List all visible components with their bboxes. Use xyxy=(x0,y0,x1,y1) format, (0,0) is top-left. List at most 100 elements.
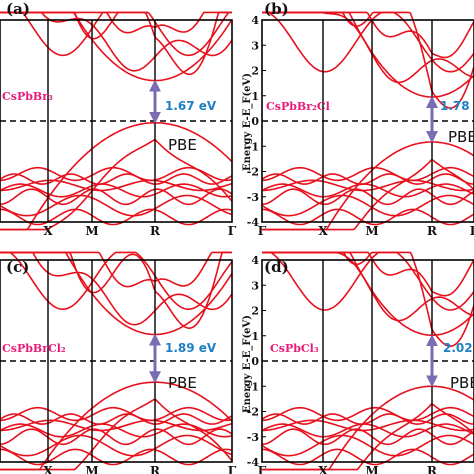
panel-a: X M R Γ (a) CsPbBr₃ 1.67 eV PBE xyxy=(0,0,237,238)
band-line xyxy=(262,251,474,297)
ytick-label: 3 xyxy=(251,279,259,292)
band-line xyxy=(262,406,474,422)
band-line xyxy=(0,428,233,446)
band-line xyxy=(0,251,232,288)
band-line xyxy=(262,251,474,347)
ytick-label: -3 xyxy=(247,431,259,444)
y-axis-label: Energy E-E_F(eV) xyxy=(242,315,253,413)
kpoint-label: R xyxy=(150,224,161,238)
band-line xyxy=(0,183,233,198)
y-axis-label: Energy E-E_F(eV) xyxy=(242,73,253,171)
band-line xyxy=(261,423,474,438)
panel-label: (d) xyxy=(264,258,289,276)
band-gap-value: 2.02 eV xyxy=(443,341,474,355)
band-line xyxy=(262,448,474,466)
panel-label: (c) xyxy=(6,258,29,276)
ytick-label: -2 xyxy=(247,166,259,179)
ytick-label: 0 xyxy=(251,355,259,368)
kpoint-label: R xyxy=(427,464,438,474)
band-line xyxy=(261,183,474,198)
band-line xyxy=(0,251,233,336)
ytick-label: 4 xyxy=(251,254,259,267)
band-line xyxy=(262,11,474,73)
band-line xyxy=(0,11,232,57)
band-line xyxy=(262,251,474,311)
band-line xyxy=(0,419,233,432)
ytick-label: -1 xyxy=(247,140,259,153)
band-line xyxy=(262,158,474,231)
panel-d: Γ X M R -4 -3 -2 -1 0 1 2 3 4 Energy E-E_F(eV) (d) CsPb… xyxy=(242,251,474,474)
ytick-label: -4 xyxy=(247,456,260,469)
band-line xyxy=(262,403,474,471)
band-line xyxy=(261,194,474,217)
kpoint-label: M xyxy=(85,464,98,474)
kpoint-label: Γ xyxy=(228,224,237,238)
band-line xyxy=(0,434,233,457)
band-line xyxy=(262,11,474,59)
band-line xyxy=(262,251,474,336)
kpoint-label: M xyxy=(365,464,378,474)
compound-label: CsPbBrCl₂ xyxy=(2,342,66,355)
ytick-label: 1 xyxy=(251,330,259,343)
kpoint-label: X xyxy=(318,224,328,238)
compound-label: CsPbBr₂Cl xyxy=(266,100,330,113)
kpoint-label: Γ xyxy=(258,224,267,238)
band-line xyxy=(0,406,233,422)
method-label: PBE xyxy=(168,374,197,392)
band-line xyxy=(0,381,233,471)
band-line xyxy=(0,194,233,217)
ytick-label: 4 xyxy=(251,14,259,27)
band-line xyxy=(262,11,474,84)
panel-label: (b) xyxy=(264,0,289,18)
kpoint-label: Γ xyxy=(258,464,267,474)
band-line xyxy=(0,139,233,231)
ytick-label: -3 xyxy=(247,191,259,204)
ytick-label: 3 xyxy=(251,39,259,52)
band-line xyxy=(262,208,474,226)
method-label: PBE xyxy=(448,128,474,146)
panel-c: X M R Γ (c) CsPbBrCl₂ 1.89 eV PBE xyxy=(0,251,237,474)
band-line xyxy=(0,251,233,310)
band-line xyxy=(0,188,233,206)
kpoint-label: X xyxy=(43,464,53,474)
kpoint-label: M xyxy=(365,224,378,238)
band-line xyxy=(0,179,233,192)
compound-label: CsPbBr₃ xyxy=(2,90,53,103)
kpoint-label: Γ xyxy=(470,224,474,238)
ytick-label: 1 xyxy=(251,90,259,103)
compound-label: CsPbCl₃ xyxy=(270,342,319,355)
band-line xyxy=(261,428,474,446)
band-line xyxy=(261,434,474,457)
kpoint-label: M xyxy=(85,224,98,238)
ytick-label: 2 xyxy=(251,65,259,78)
band-line xyxy=(262,166,474,182)
band-line xyxy=(0,448,233,466)
band-line xyxy=(0,208,233,226)
band-gap-value: 1.89 eV xyxy=(165,341,217,355)
band-line xyxy=(0,398,233,471)
kpoint-label: Γ xyxy=(228,464,237,474)
method-label: PBE xyxy=(168,136,197,154)
kpoint-label: R xyxy=(427,224,438,238)
kpoint-label: R xyxy=(150,464,161,474)
band-gap-value: 1.78 eV xyxy=(440,99,474,113)
band-line xyxy=(0,173,233,185)
kpoint-label: X xyxy=(318,464,328,474)
band-line xyxy=(0,122,233,231)
panel-label: (a) xyxy=(6,0,30,18)
ytick-label: -4 xyxy=(247,216,260,229)
band-gap-value: 1.67 eV xyxy=(165,99,217,113)
band-line xyxy=(0,251,233,326)
kpoint-label: X xyxy=(43,224,53,238)
band-line xyxy=(0,413,233,425)
ytick-label: -2 xyxy=(247,406,259,419)
band-line xyxy=(262,11,474,109)
band-line xyxy=(0,423,233,438)
ytick-label: 0 xyxy=(251,115,259,128)
band-line xyxy=(261,188,474,206)
band-line xyxy=(0,166,233,182)
band-line xyxy=(0,11,232,34)
ytick-label: -1 xyxy=(247,380,259,393)
